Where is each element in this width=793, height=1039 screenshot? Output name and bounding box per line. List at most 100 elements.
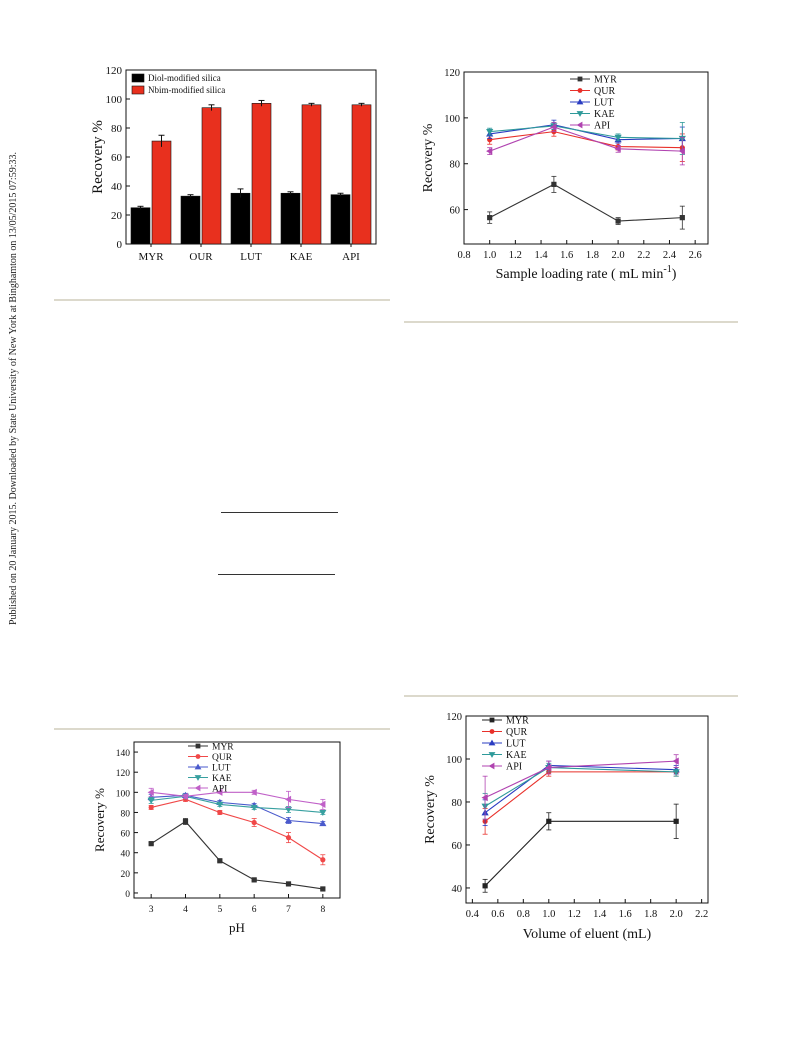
data-point bbox=[673, 818, 679, 824]
series-line bbox=[151, 791, 323, 805]
plot-frame bbox=[463, 71, 709, 245]
legend-marker bbox=[488, 762, 495, 770]
sidebar-publication-text: Published on 20 January 2015. Downloaded… bbox=[8, 152, 19, 626]
legend-marker bbox=[194, 763, 202, 770]
data-point bbox=[250, 804, 258, 812]
data-point bbox=[285, 835, 292, 841]
x-tick-label: LUT bbox=[240, 251, 262, 263]
y-tick-label: 120 bbox=[116, 769, 131, 779]
data-point bbox=[216, 788, 223, 796]
series-line bbox=[484, 771, 677, 822]
data-point bbox=[679, 215, 685, 221]
data-point bbox=[486, 129, 494, 136]
y-tick-label: 60 bbox=[111, 152, 123, 164]
y-tick-label: 60 bbox=[452, 841, 463, 852]
legend-label: LUT bbox=[506, 739, 525, 750]
y-tick-label: 120 bbox=[106, 65, 123, 77]
y-tick-label: 60 bbox=[450, 206, 461, 217]
legend-label: KAE bbox=[594, 109, 615, 120]
x-tick-label: 2.2 bbox=[637, 250, 650, 261]
series-line bbox=[484, 820, 677, 887]
legend-label: LUT bbox=[594, 98, 613, 109]
series-line bbox=[151, 798, 324, 861]
x-tick-label: 2.6 bbox=[689, 250, 702, 261]
series-line bbox=[151, 794, 323, 825]
data-point bbox=[182, 818, 189, 825]
data-point bbox=[320, 857, 326, 863]
y-tick-label: 20 bbox=[121, 870, 131, 880]
data-point bbox=[678, 147, 685, 155]
data-point bbox=[550, 123, 557, 131]
data-point bbox=[551, 181, 557, 187]
x-tick-label: 1.0 bbox=[542, 909, 555, 920]
x-tick-label: 2.2 bbox=[695, 909, 708, 920]
legend-label: LUT bbox=[212, 764, 231, 774]
data-point bbox=[319, 819, 327, 827]
x-tick-label: 0.6 bbox=[491, 909, 504, 920]
data-point bbox=[284, 795, 292, 803]
x-tick-label: 1.4 bbox=[593, 909, 607, 920]
y-tick-label: 100 bbox=[444, 114, 460, 125]
chart-ph-effect: 0 20 40 60 80 100 120 140 3 4 5 6 7 8 Recovery % pH MYRQ… bbox=[92, 741, 341, 935]
x-tick-label: OUR bbox=[189, 251, 213, 263]
y-tick-label: 100 bbox=[116, 789, 131, 799]
y-tick-label: 0 bbox=[125, 890, 130, 900]
y-tick-label: 40 bbox=[121, 850, 131, 860]
plot-frame bbox=[133, 741, 341, 899]
legend-label: Nbim-modified silica bbox=[148, 85, 225, 95]
series-line bbox=[489, 125, 683, 140]
x-tick-label: 1.6 bbox=[560, 250, 573, 261]
section-divider bbox=[404, 321, 738, 323]
legend-marker bbox=[195, 754, 201, 759]
x-tick-label: 4 bbox=[183, 905, 188, 915]
legend-label: API bbox=[594, 121, 610, 132]
data-point bbox=[251, 819, 257, 826]
data-point bbox=[147, 788, 154, 796]
series-line bbox=[151, 795, 323, 813]
legend-label: MYR bbox=[594, 75, 617, 86]
bar bbox=[330, 194, 351, 245]
chart-sample-loading-rate: 60 80 100 120 0.8 1.0 1.2 1.4 1.6 1.8 2.0 2.2 2.4 2.6… bbox=[421, 68, 709, 282]
series-line bbox=[489, 124, 683, 141]
data-point bbox=[319, 800, 326, 808]
legend-label: MYR bbox=[506, 716, 529, 727]
legend-marker bbox=[576, 98, 584, 105]
data-point bbox=[615, 218, 621, 224]
legend-label: KAE bbox=[506, 750, 527, 761]
data-point bbox=[251, 877, 257, 883]
legend-label: QUR bbox=[212, 753, 233, 763]
x-tick-label: 2.4 bbox=[663, 250, 677, 261]
legend-marker bbox=[577, 88, 583, 93]
data-point bbox=[181, 792, 189, 800]
bar bbox=[151, 140, 172, 245]
bar bbox=[251, 103, 272, 245]
series-line bbox=[489, 131, 683, 149]
x-tick-label: 0.8 bbox=[457, 250, 470, 261]
legend-label: MYR bbox=[212, 743, 234, 753]
data-point bbox=[614, 145, 621, 153]
legend-label: QUR bbox=[594, 86, 615, 97]
x-tick-label: 1.8 bbox=[586, 250, 599, 261]
legend-marker bbox=[488, 739, 496, 746]
legend-label: KAE bbox=[212, 774, 232, 784]
bar bbox=[280, 192, 301, 245]
x-tick-label: 6 bbox=[252, 905, 257, 915]
x-tick-label: 7 bbox=[286, 905, 291, 915]
section-divider bbox=[54, 728, 390, 730]
y-axis-label: Recovery % bbox=[90, 120, 106, 194]
section-divider bbox=[404, 695, 738, 697]
legend-label: QUR bbox=[506, 727, 527, 738]
fraction-line bbox=[218, 574, 335, 575]
y-tick-label: 120 bbox=[446, 712, 462, 723]
data-point bbox=[285, 881, 292, 887]
legend-marker bbox=[195, 743, 201, 749]
x-tick-label: 8 bbox=[320, 905, 325, 915]
series-line bbox=[489, 183, 683, 222]
legend-swatch bbox=[131, 85, 145, 95]
chart-volume-of-eluent: 40 60 80 100 120 0.4 0.6 0.8 1.0 1.2 1.4 1.6 1.8 2.0 2… bbox=[423, 712, 709, 942]
data-point bbox=[672, 757, 679, 765]
y-axis-label: Recovery % bbox=[423, 775, 438, 844]
y-tick-label: 100 bbox=[446, 755, 462, 766]
data-point bbox=[320, 886, 326, 892]
y-tick-label: 80 bbox=[450, 160, 461, 171]
